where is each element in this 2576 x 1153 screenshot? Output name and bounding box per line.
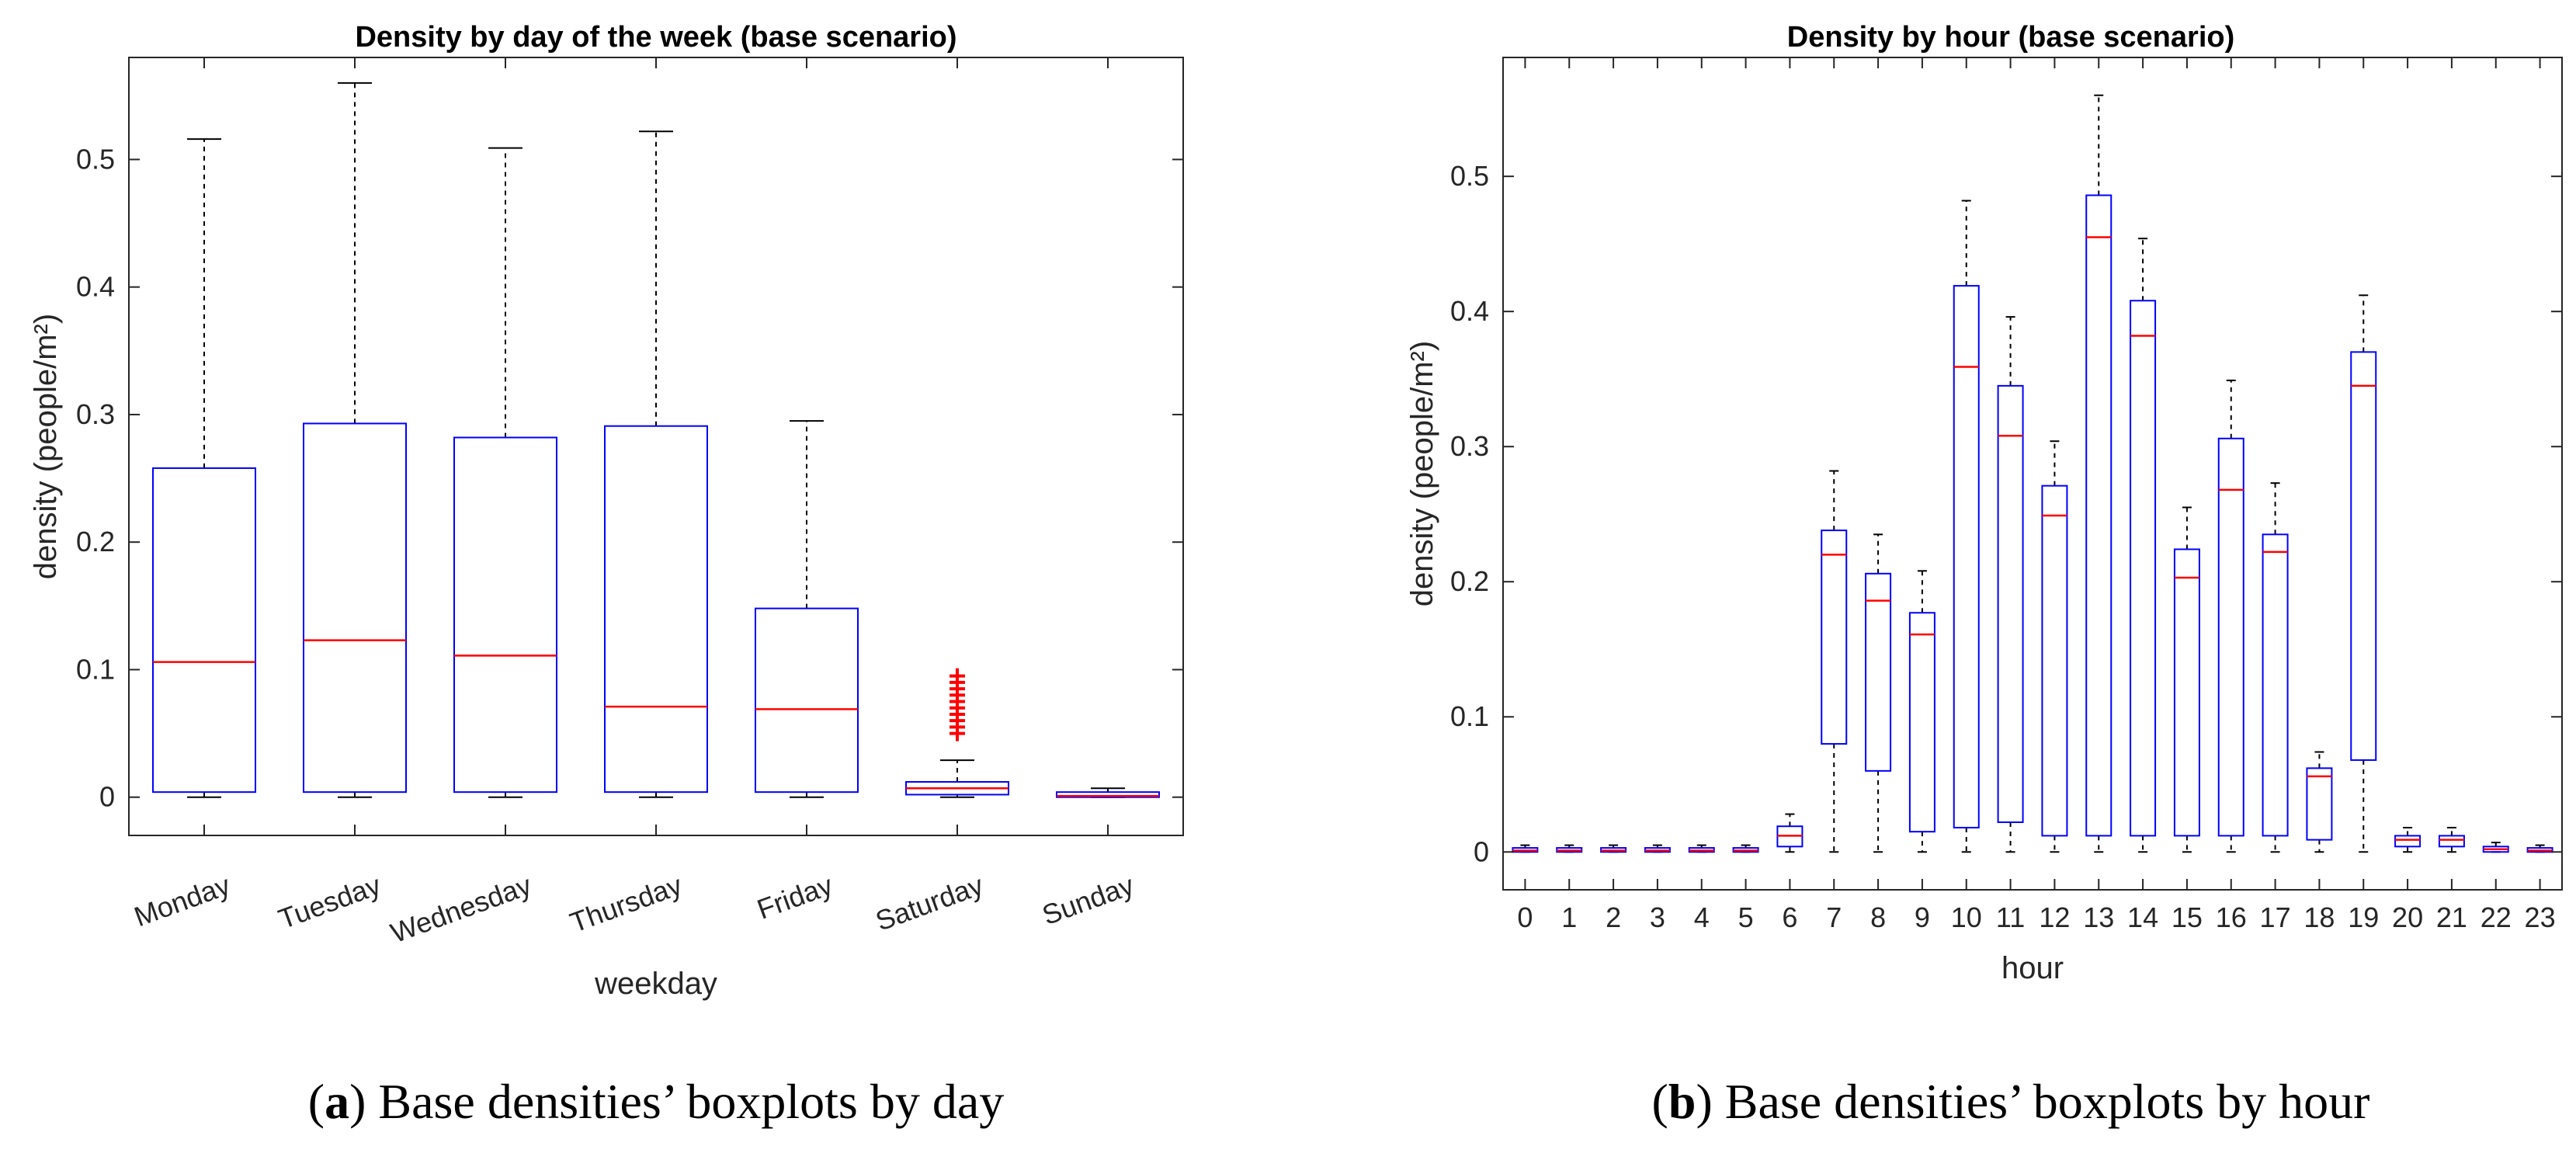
x-tick-label: Tuesday bbox=[274, 869, 385, 935]
x-tick-label: 12 bbox=[2039, 901, 2070, 933]
y-tick-label: 0.3 bbox=[1450, 430, 1489, 462]
x-tick-label: 0 bbox=[1517, 901, 1533, 933]
box-iqr bbox=[1056, 791, 1160, 798]
y-tick-label: 0.5 bbox=[76, 143, 115, 175]
x-tick-label: 1 bbox=[1561, 901, 1577, 933]
x-tick-label: 11 bbox=[1996, 901, 2025, 933]
x-tick-label: 2 bbox=[1606, 901, 1621, 933]
y-tick-label: 0.1 bbox=[1450, 700, 1489, 732]
y-tick-label: 0.2 bbox=[76, 526, 115, 557]
chart-b-xlabel: hour bbox=[2001, 951, 2064, 985]
box-iqr bbox=[2217, 437, 2244, 837]
box-iqr bbox=[2130, 300, 2157, 837]
x-tick-label: Sunday bbox=[1038, 869, 1138, 931]
x-tick-label: 18 bbox=[2303, 901, 2335, 933]
x-tick-label: 6 bbox=[1782, 901, 1797, 933]
caption-a: (a) Base densities’ boxplots by day bbox=[308, 1074, 1004, 1129]
caption-a-text: Base densities’ boxplots by day bbox=[366, 1074, 1004, 1129]
chart-a-xlabel: weekday bbox=[594, 967, 717, 1001]
caption-b: (b) Base densities’ boxplots by hour bbox=[1652, 1074, 2370, 1129]
caption-b-label: b bbox=[1668, 1074, 1696, 1129]
y-tick-label: 0.2 bbox=[1450, 565, 1489, 597]
box-iqr bbox=[2085, 194, 2113, 837]
x-tick-label: Wednesday bbox=[387, 869, 536, 949]
box-iqr bbox=[2041, 484, 2068, 837]
box-iqr bbox=[303, 422, 407, 794]
x-tick-label: 22 bbox=[2481, 901, 2512, 933]
y-tick-label: 0 bbox=[1474, 835, 1489, 867]
y-tick-label: 0 bbox=[99, 781, 115, 813]
x-tick-label: 19 bbox=[2348, 901, 2379, 933]
box-iqr bbox=[2350, 351, 2377, 761]
box-iqr bbox=[1821, 530, 1848, 745]
x-tick-label: 4 bbox=[1694, 901, 1710, 933]
x-tick-label: 15 bbox=[2172, 901, 2203, 933]
box-iqr bbox=[1997, 384, 2024, 823]
x-tick-label: 10 bbox=[1951, 901, 1982, 933]
chart-b-title: Density by hour (base scenario) bbox=[1787, 21, 2235, 54]
box-iqr bbox=[2173, 548, 2200, 837]
x-tick-label: 5 bbox=[1738, 901, 1754, 933]
box-iqr bbox=[2394, 835, 2422, 848]
x-tick-label: Saturday bbox=[871, 869, 987, 937]
y-tick-label: 0.5 bbox=[1450, 160, 1489, 192]
x-tick-label: 21 bbox=[2436, 901, 2467, 933]
box-iqr bbox=[2262, 533, 2289, 837]
x-tick-label: 14 bbox=[2127, 901, 2158, 933]
caption-b-text: Base densities’ boxplots by hour bbox=[1713, 1074, 2370, 1129]
y-tick-label: 0.4 bbox=[1450, 295, 1489, 327]
x-tick-label: 7 bbox=[1826, 901, 1842, 933]
chart-b-frame bbox=[1502, 57, 2563, 891]
box-iqr bbox=[755, 607, 859, 794]
box-iqr bbox=[2438, 835, 2465, 848]
box-iqr bbox=[453, 436, 557, 794]
x-tick-label: 8 bbox=[1870, 901, 1886, 933]
chart-a-ylabel: density (people/m²) bbox=[29, 314, 63, 579]
x-tick-label: Monday bbox=[130, 869, 234, 932]
x-tick-label: 20 bbox=[2392, 901, 2423, 933]
y-tick-label: 0.1 bbox=[76, 653, 115, 685]
y-tick-label: 0.4 bbox=[76, 271, 115, 303]
caption-a-label: a bbox=[325, 1074, 349, 1129]
x-tick-label: Thursday bbox=[566, 869, 686, 939]
chart-a-title: Density by day of the week (base scenari… bbox=[355, 21, 956, 54]
box-iqr bbox=[1908, 612, 1935, 833]
box-iqr bbox=[152, 467, 256, 794]
box-iqr bbox=[604, 425, 708, 794]
chart-b-ylabel: density (people/m²) bbox=[1405, 341, 1439, 606]
chart-day-of-week: Density by day of the week (base scenari… bbox=[29, 21, 1184, 1129]
box-iqr bbox=[1865, 572, 1892, 772]
x-tick-label: 3 bbox=[1650, 901, 1665, 933]
x-tick-label: 13 bbox=[2083, 901, 2114, 933]
box-iqr bbox=[2306, 767, 2333, 841]
x-tick-label: 16 bbox=[2216, 901, 2247, 933]
x-tick-label: 17 bbox=[2260, 901, 2291, 933]
x-tick-label: 9 bbox=[1915, 901, 1930, 933]
x-tick-label: Friday bbox=[753, 869, 837, 926]
box-iqr bbox=[1953, 285, 1980, 828]
x-tick-label: 23 bbox=[2525, 901, 2556, 933]
y-tick-label: 0.3 bbox=[76, 398, 115, 430]
